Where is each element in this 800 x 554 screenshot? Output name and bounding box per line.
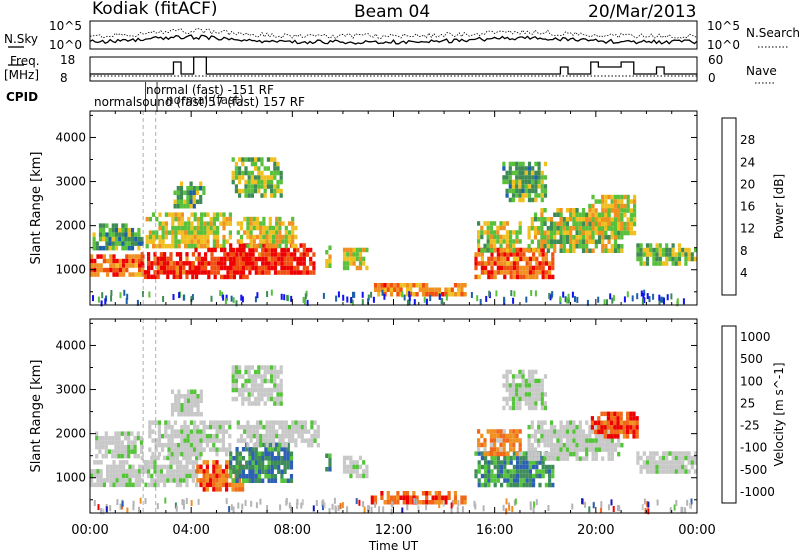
power-ylabel: Slant Range [km]	[29, 152, 44, 265]
power-colorbar-tick: 4	[740, 266, 748, 280]
station-title: Kodiak (fitACF)	[92, 0, 218, 19]
freq-unit-label: [MHz]	[4, 68, 40, 82]
nave-label: Nave	[746, 64, 777, 78]
velocity-colorbar-tick: 100	[740, 374, 763, 388]
power-colorbar-tick: 28	[740, 133, 755, 147]
velocity-colorbar-tick: 500	[740, 352, 763, 366]
velocity-colorbar-tick: -100	[740, 441, 767, 455]
power-colorbar-tick: 20	[740, 177, 755, 191]
xtick-label: 08:00	[274, 523, 311, 538]
velocity-colorbar-label: Velocity [m s^-1]	[772, 362, 786, 466]
power-ytick-label: 4000	[55, 130, 86, 144]
nsky-panel-frame	[89, 20, 698, 50]
cpid-label: CPID	[6, 90, 39, 104]
velocity-colorbar-tick: -1000	[740, 485, 775, 499]
cpid-line1: normal (fast) -151 RF	[146, 83, 274, 97]
beam-title: Beam 04	[354, 2, 431, 22]
velocity-heatmap-cells	[90, 365, 698, 515]
velocity-ytick-label: 1000	[55, 471, 86, 485]
xtick-label: 00:00	[71, 523, 108, 538]
velocity-colorbar-frame	[721, 325, 737, 504]
velocity-colorbar-tick: -500	[740, 463, 767, 477]
power-colorbar-frame	[721, 117, 737, 296]
freq-line	[90, 56, 697, 75]
freq-label: Freq.	[10, 54, 40, 68]
nsky-label: N.Sky	[4, 32, 39, 46]
velocity-ylabel: Slant Range [km]	[29, 360, 44, 473]
power-ytick-label: 1000	[55, 263, 86, 277]
power-colorbar-tick: 8	[740, 244, 748, 258]
nsearch-label: N.Search	[746, 26, 800, 40]
power-colorbar-tick: 16	[740, 200, 755, 214]
nsearch-tick-bottom: 10^0	[707, 38, 740, 52]
power-heatmap-cells	[90, 157, 698, 307]
power-colorbar-label: Power [dB]	[772, 174, 786, 239]
velocity-colorbar-tick: 25	[740, 396, 755, 410]
nave-tick-bottom: 0	[708, 71, 716, 85]
xtick-label: 12:00	[375, 523, 412, 538]
nsky-tick-top: 10^5	[49, 19, 82, 33]
power-colorbar-tick: 12	[740, 222, 755, 236]
power-colorbar-tick: 24	[740, 155, 755, 169]
xaxis-label: Time UT	[368, 539, 419, 553]
velocity-ytick-label: 3000	[55, 383, 86, 397]
nsearch-line	[89, 28, 698, 40]
power-ytick-label: 3000	[55, 175, 86, 189]
freq-tick-bottom: 8	[60, 71, 68, 85]
cpid-line2-overlap: normal (fast)	[166, 93, 244, 107]
nsearch-tick-top: 10^5	[707, 19, 740, 33]
velocity-colorbar-tick: -25	[740, 419, 760, 433]
xtick-label: 20:00	[577, 523, 614, 538]
xtick-label: 00:00	[678, 523, 715, 538]
nave-tick-top: 60	[708, 53, 724, 67]
freq-tick-top: 18	[60, 53, 76, 67]
freq-panel-frame	[89, 56, 698, 82]
velocity-ytick-label: 4000	[55, 338, 86, 352]
xtick-label: 04:00	[172, 523, 209, 538]
nsky-tick-bottom: 10^0	[49, 38, 82, 52]
velocity-ytick-label: 2000	[55, 427, 86, 441]
xtick-label: 16:00	[476, 523, 513, 538]
date-title: 20/Mar/2013	[588, 2, 697, 22]
nsky-line	[89, 34, 698, 45]
cpid-line2: normalsound (fast)57 (fast) 157 RF	[94, 95, 305, 109]
power-ytick-label: 2000	[55, 219, 86, 233]
velocity-colorbar-tick: 1000	[740, 330, 771, 344]
